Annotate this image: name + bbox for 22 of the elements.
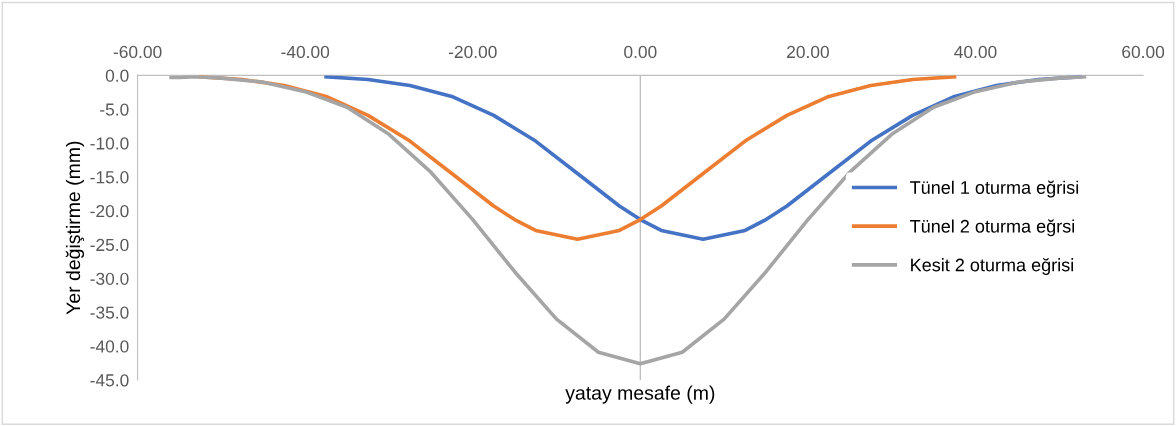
y-tick-label: -35.0 xyxy=(90,306,129,319)
y-tick-label: 0.0 xyxy=(105,69,129,82)
y-tick-label: -45.0 xyxy=(90,374,129,387)
x-tick-label: 20.00 xyxy=(787,45,829,59)
y-tick-label: -10.0 xyxy=(90,137,129,150)
y-tick-label: -20.0 xyxy=(90,204,129,218)
x-axis-title: yatay mesafe (m) xyxy=(565,385,715,404)
x-tick-label: -60.00 xyxy=(113,45,162,59)
legend-label: Tünel 1 oturma eğrisi xyxy=(910,180,1079,198)
y-tick-label: -15.0 xyxy=(90,171,129,184)
y-tick-label: -5.0 xyxy=(100,103,129,116)
y-tick-label: -25.0 xyxy=(90,238,129,252)
y-axis-title: Yer değiştirme (mm) xyxy=(65,141,85,315)
legend-label: Kesit 2 oturma eğrisi xyxy=(911,257,1074,275)
x-tick-label: -20.00 xyxy=(448,45,497,59)
x-tick-label: 0.00 xyxy=(624,45,657,59)
legend-label: Tünel 2 oturma eğrsi xyxy=(910,219,1075,237)
x-tick-label: 60.00 xyxy=(1122,45,1165,59)
y-tick-label: -40.0 xyxy=(90,340,129,353)
y-tick-label: -30.0 xyxy=(90,272,129,285)
x-tick-label: -40.00 xyxy=(281,45,330,59)
x-tick-label: 40.00 xyxy=(954,45,997,59)
